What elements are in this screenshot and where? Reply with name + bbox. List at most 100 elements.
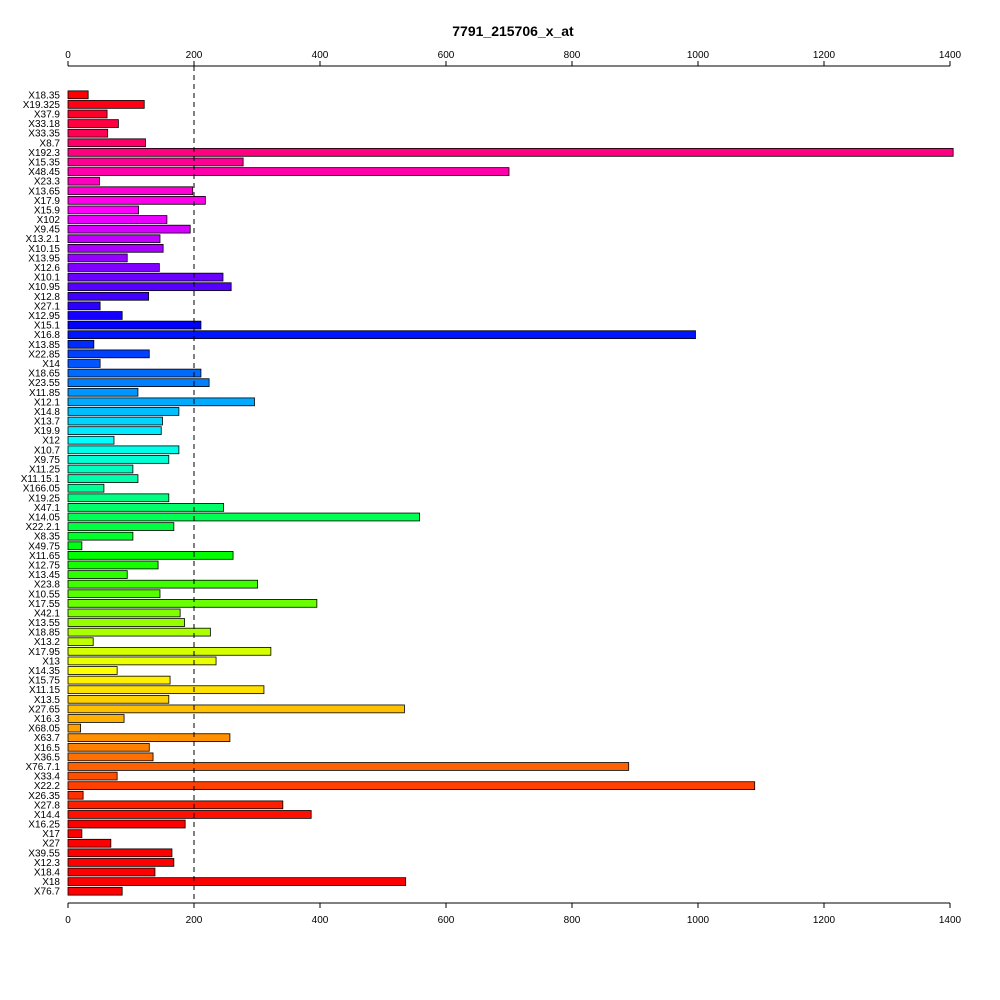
- bar: [67, 618, 185, 627]
- bottom-axis-tick-label: 200: [186, 915, 203, 926]
- bar: [67, 243, 164, 253]
- bar: [67, 349, 150, 359]
- bar: [67, 848, 173, 858]
- bar: [67, 311, 123, 320]
- bar: [67, 589, 161, 599]
- bar: [67, 637, 94, 647]
- category-label: X68.05: [28, 724, 60, 735]
- bar: [67, 378, 210, 387]
- bar: [67, 867, 156, 877]
- category-label: X9.75: [34, 455, 61, 466]
- category-label: X192.3: [28, 148, 60, 159]
- category-label: X13.85: [28, 340, 60, 351]
- category-label: X27.1: [34, 301, 61, 312]
- bar: [67, 771, 118, 781]
- bottom-axis-tick-label: 400: [312, 915, 329, 926]
- bar: [67, 109, 108, 119]
- bar: [67, 205, 139, 215]
- bar: [67, 531, 134, 541]
- bar: [67, 196, 206, 205]
- category-label: X15.9: [34, 205, 61, 216]
- top-axis-tick-label: 1400: [939, 50, 962, 61]
- bar: [67, 493, 170, 503]
- category-label: X37.9: [34, 109, 61, 120]
- category-labels: X18.35X19.325X37.9X33.18X33.35X8.7X192.3…: [21, 90, 61, 897]
- category-label: X19.9: [34, 426, 61, 437]
- category-label: X10.1: [34, 273, 61, 284]
- bar: [67, 435, 115, 445]
- bar: [67, 512, 420, 522]
- category-label: X13.45: [28, 570, 60, 581]
- bar: [67, 215, 168, 224]
- bar: [67, 579, 259, 589]
- bar: [67, 714, 125, 723]
- top-axis-tick-label: 0: [65, 50, 71, 61]
- category-label: X16.5: [34, 743, 61, 754]
- category-label: X18.65: [28, 369, 60, 380]
- bar: [67, 742, 150, 752]
- bar: [67, 570, 128, 579]
- bar: [67, 646, 272, 656]
- category-label: X48.45: [28, 167, 60, 178]
- bar: [67, 503, 225, 512]
- bar: [67, 733, 231, 743]
- bar: [67, 810, 312, 819]
- category-label: X14.05: [28, 512, 60, 523]
- top-axis-tick-label: 200: [186, 50, 203, 61]
- category-label: X9.45: [34, 225, 61, 236]
- category-label: X16.8: [34, 330, 61, 341]
- category-label: X11.15.1: [21, 474, 61, 485]
- bottom-axis: 0 200 400 600 800 1000 1200 1400: [65, 902, 962, 926]
- bar: [67, 445, 180, 455]
- category-label: X42.1: [34, 608, 61, 619]
- bar: [67, 224, 191, 234]
- bar: [67, 426, 162, 435]
- category-label: X19.25: [28, 493, 60, 504]
- category-label: X12.6: [34, 263, 61, 274]
- bottom-axis-tick-label: 1200: [813, 915, 836, 926]
- category-label: X14: [42, 359, 60, 370]
- bar: [67, 599, 318, 608]
- category-label: X13.2.1: [26, 234, 61, 245]
- bar: [67, 522, 175, 531]
- bottom-axis-tick-label: 1000: [687, 915, 710, 926]
- bar: [67, 474, 139, 483]
- bar: [67, 167, 510, 176]
- bar: [67, 627, 211, 637]
- category-label: X8.7: [39, 138, 60, 149]
- bar: [67, 877, 407, 886]
- category-label: X49.75: [28, 541, 60, 552]
- category-label: X17.55: [28, 599, 60, 610]
- bar: [67, 148, 954, 157]
- bar: [67, 291, 150, 301]
- bar: [67, 128, 109, 138]
- top-axis-tick-label: 800: [564, 50, 581, 61]
- category-label: X10.7: [34, 445, 61, 456]
- category-label: X15.35: [28, 157, 60, 168]
- bar: [67, 416, 163, 426]
- top-axis-tick-label: 1200: [813, 50, 836, 61]
- bar: [67, 234, 161, 244]
- bar: [67, 838, 112, 848]
- bar: [67, 301, 101, 311]
- top-axis-tick-label: 1000: [687, 50, 710, 61]
- bar: [67, 119, 119, 128]
- bar: [67, 368, 202, 378]
- bar: [67, 253, 128, 263]
- bar: [67, 186, 194, 196]
- category-label: X11.65: [29, 551, 60, 562]
- category-label: X12.3: [34, 858, 61, 869]
- bar: [67, 90, 89, 100]
- category-label: X16.3: [34, 714, 61, 725]
- bar: [67, 464, 134, 474]
- category-label: X23.3: [34, 177, 61, 188]
- category-label: X18.4: [34, 868, 61, 879]
- bar: [67, 608, 181, 618]
- bar: [67, 407, 180, 416]
- bar: [67, 339, 95, 349]
- bottom-axis-tick-label: 800: [564, 915, 581, 926]
- category-label: X27.8: [34, 800, 61, 811]
- bar: [67, 781, 756, 790]
- category-label: X8.35: [34, 532, 61, 543]
- category-label: X18.85: [28, 628, 60, 639]
